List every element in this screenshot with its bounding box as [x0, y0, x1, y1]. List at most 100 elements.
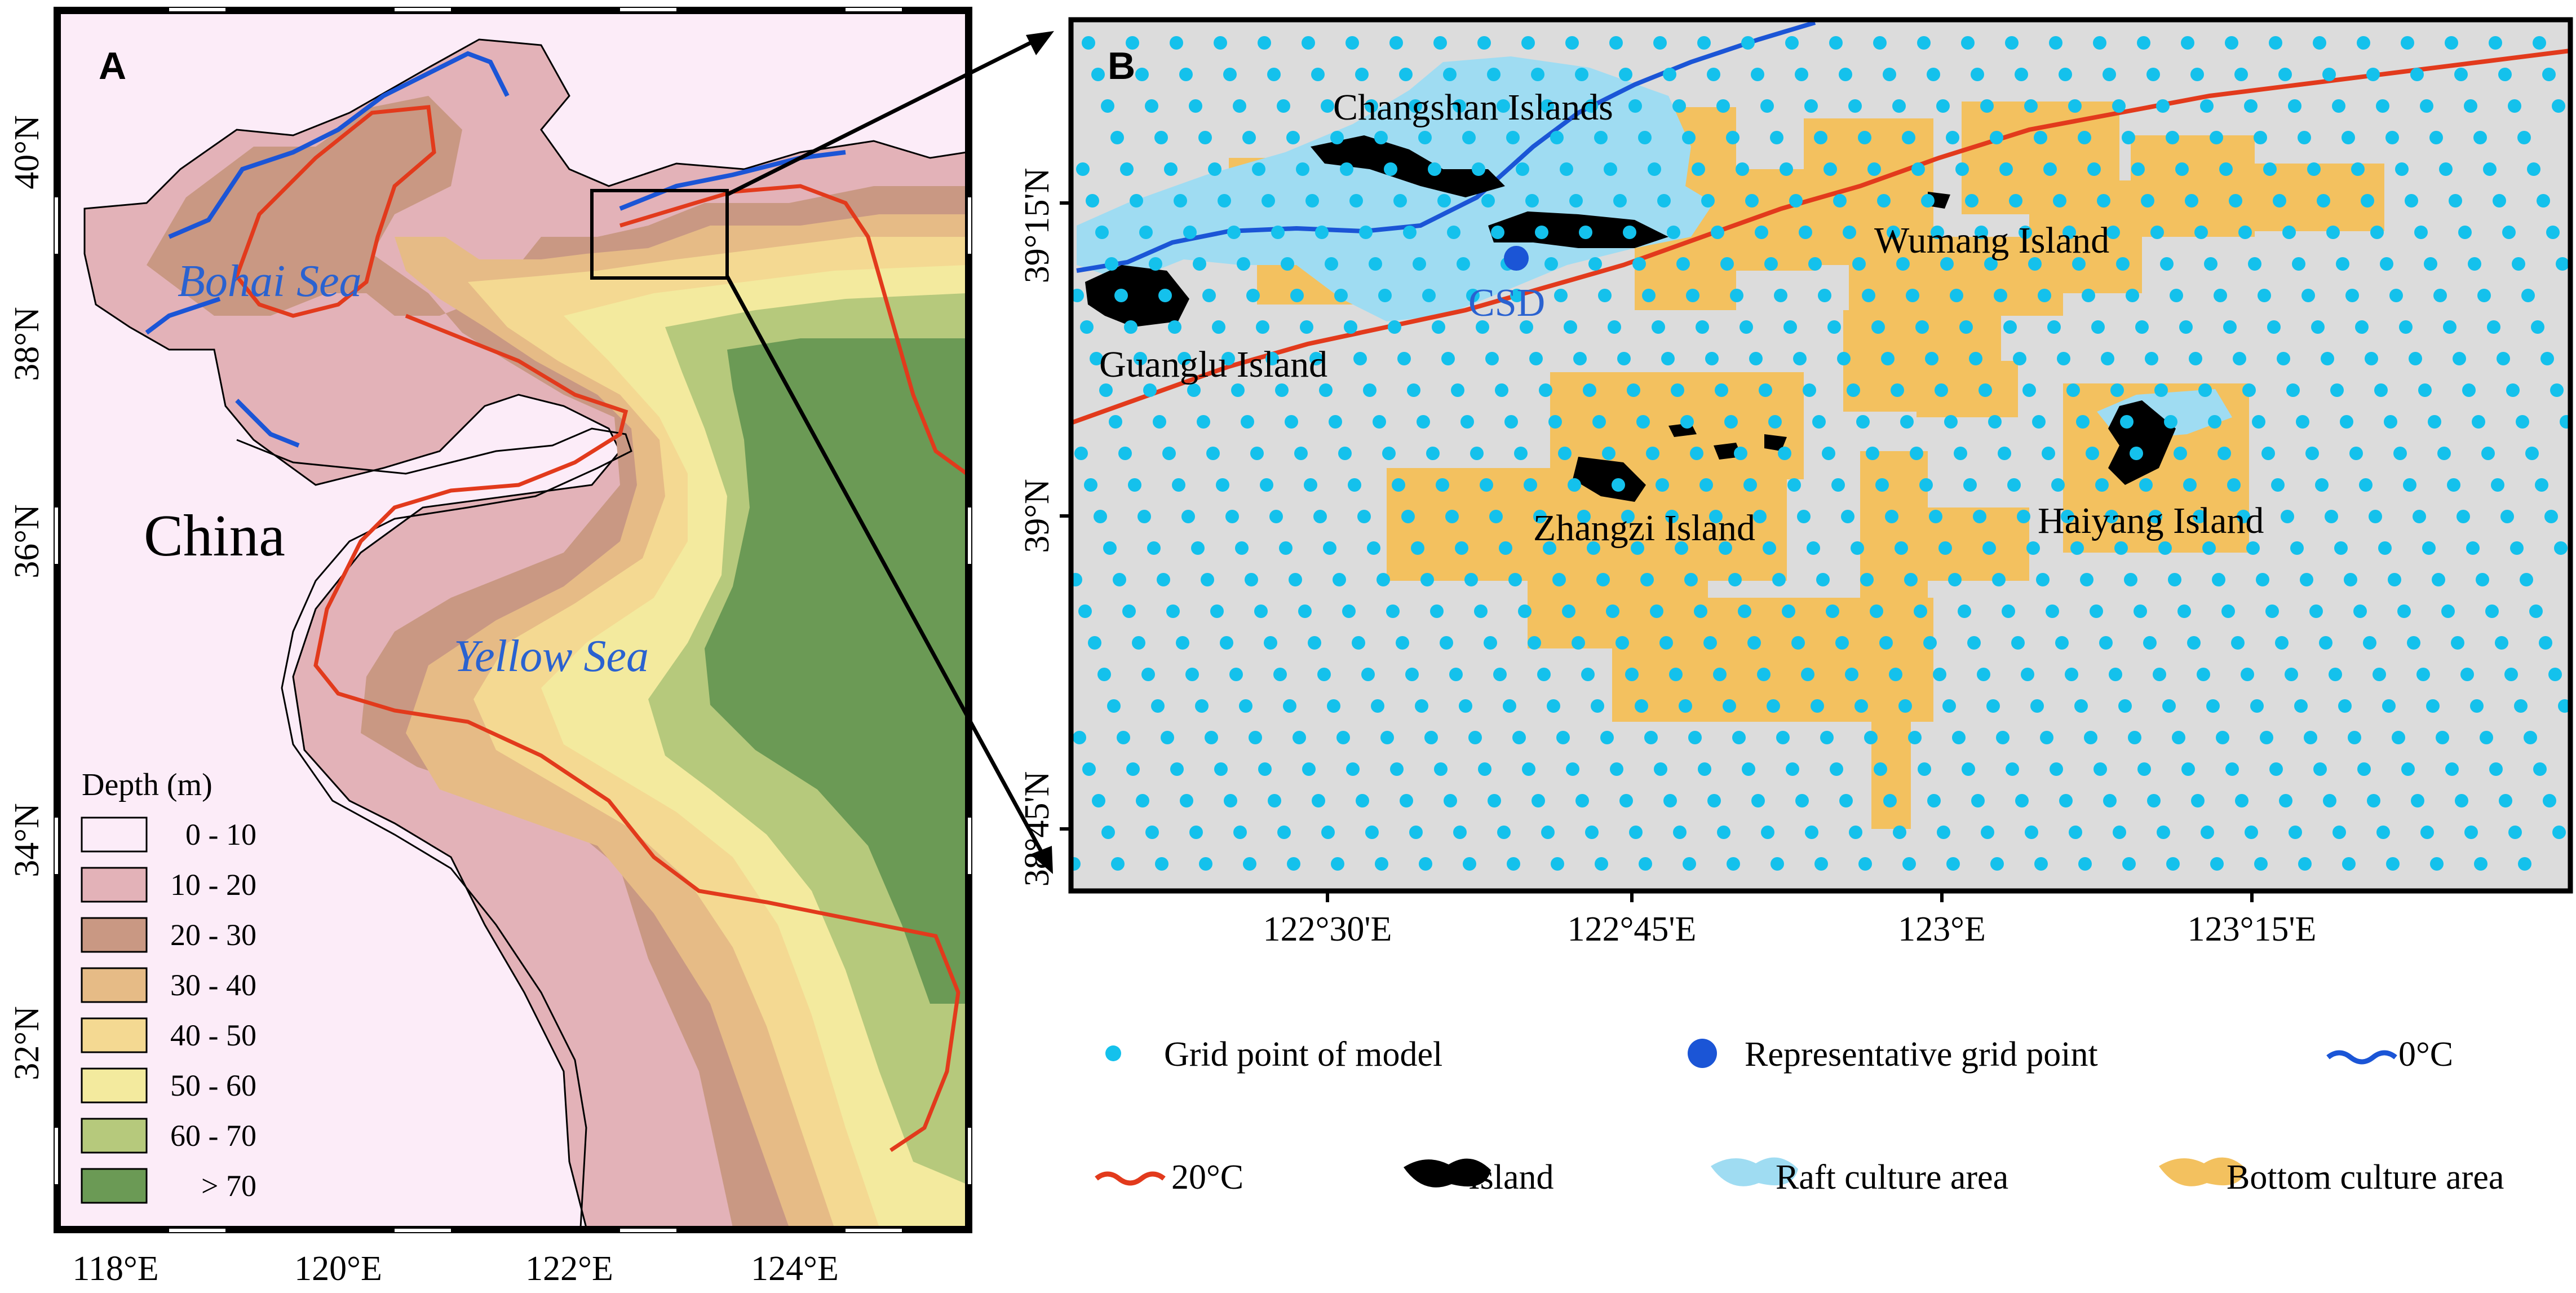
grid-point: [1424, 731, 1438, 744]
grid-point: [1562, 604, 1575, 618]
grid-point: [1547, 699, 1560, 713]
grid-point: [2366, 68, 2380, 81]
grid-point: [1191, 541, 1205, 555]
grid-point: [1187, 383, 1201, 397]
grid-point: [1120, 162, 1134, 176]
grid-point: [2181, 36, 2194, 50]
grid-point: [2277, 352, 2290, 365]
csd-representative-point: [1504, 246, 1529, 271]
grid-point: [1749, 352, 1763, 365]
grid-point: [2441, 604, 2455, 618]
grid-point: [1170, 762, 1184, 776]
grid-point: [1619, 794, 1633, 807]
grid-point: [1914, 604, 1927, 618]
grid-point: [1224, 794, 1237, 807]
grid-point: [1392, 478, 1405, 492]
grid-point: [2154, 383, 2168, 397]
grid-point: [2078, 857, 2092, 871]
grid-point: [1111, 857, 1125, 871]
grid-point: [1399, 68, 1413, 81]
grid-point: [1233, 826, 1247, 839]
grid-point: [2005, 36, 2019, 50]
depth-legend-swatch: [81, 917, 148, 953]
grid-point: [1092, 794, 1105, 807]
grid-point: [1577, 510, 1591, 523]
grid-point: [1835, 636, 1849, 650]
grid-point: [1631, 541, 1644, 555]
zhangzi-island: [1573, 457, 1646, 502]
grid-point: [1308, 636, 1321, 650]
grid-point: [1608, 320, 1621, 334]
grid-point: [1231, 383, 1245, 397]
grid-point: [1990, 131, 2003, 144]
grid-point: [2221, 604, 2235, 618]
grid-point: [2106, 226, 2120, 239]
grid-point: [2086, 447, 2099, 460]
grid-point: [2313, 762, 2327, 776]
grid-point: [1524, 478, 1537, 492]
grid-point: [1606, 604, 1619, 618]
lat-tick: 39°N: [1018, 479, 1056, 553]
grid-point: [2166, 131, 2179, 144]
grid-point: [1595, 857, 1608, 871]
grid-point: [1375, 857, 1388, 871]
grid-point: [2405, 194, 2418, 208]
grid-point: [1698, 762, 1711, 776]
grid-point: [2201, 826, 2214, 839]
grid-point: [1833, 194, 1847, 208]
grid-point: [1497, 99, 1510, 113]
grid-point: [2131, 162, 2145, 176]
grid-point: [1973, 510, 1986, 523]
grid-point: [1994, 289, 2007, 302]
grid-point: [1487, 68, 1501, 81]
grid-point: [1422, 289, 1436, 302]
grid-point: [1763, 541, 1776, 555]
grid-point: [1940, 257, 1954, 271]
panel-b-tick-marks: [1060, 201, 2254, 902]
grid-point: [2185, 194, 2198, 208]
island-swatch: [1404, 1158, 1491, 1188]
grid-point: [1193, 257, 1206, 271]
grid-point: [2197, 668, 2210, 681]
grid-point: [1084, 478, 1097, 492]
grid-point: [2206, 699, 2220, 713]
grid-point: [2275, 636, 2289, 650]
grid-point: [1319, 383, 1333, 397]
grid-point: [2248, 257, 2261, 271]
grid-point: [1401, 510, 1415, 523]
grid-point: [2294, 699, 2308, 713]
grid-point: [2049, 36, 2062, 50]
grid-point: [1504, 415, 1518, 429]
grid-point: [1782, 604, 1795, 618]
grid-point: [1799, 226, 1812, 239]
grid-point: [2422, 541, 2436, 555]
grid-point: [1256, 320, 1269, 334]
grid-point: [1101, 826, 1115, 839]
grid-point: [1227, 226, 1241, 239]
grid-point: [1952, 731, 1966, 744]
grid-point: [2026, 541, 2040, 555]
grid-point: [2024, 99, 2038, 113]
grid-point: [2212, 573, 2225, 586]
grid-point: [2556, 257, 2569, 271]
grid-point: [2414, 226, 2428, 239]
grid-point: [1627, 383, 1640, 397]
grid-point: [2518, 857, 2531, 871]
depth-legend-label: 20 - 30: [170, 918, 256, 952]
grid-point: [1428, 162, 1441, 176]
grid-point: [1440, 636, 1453, 650]
grid-point: [2410, 68, 2424, 81]
grid-point: [1615, 636, 1629, 650]
grid-point: [1189, 99, 1202, 113]
grid-point: [1198, 131, 1212, 144]
panel-b-label: B: [1108, 45, 1135, 87]
grid-point: [1671, 383, 1684, 397]
grid-point: [1455, 541, 1468, 555]
grid-point: [1623, 226, 1636, 239]
grid-point: [1556, 731, 1570, 744]
grid-point: [1975, 226, 1988, 239]
grid-point: [1682, 131, 1696, 144]
grid-point: [2498, 68, 2512, 81]
grid-point: [1420, 573, 1434, 586]
grid-point: [2238, 226, 2252, 239]
